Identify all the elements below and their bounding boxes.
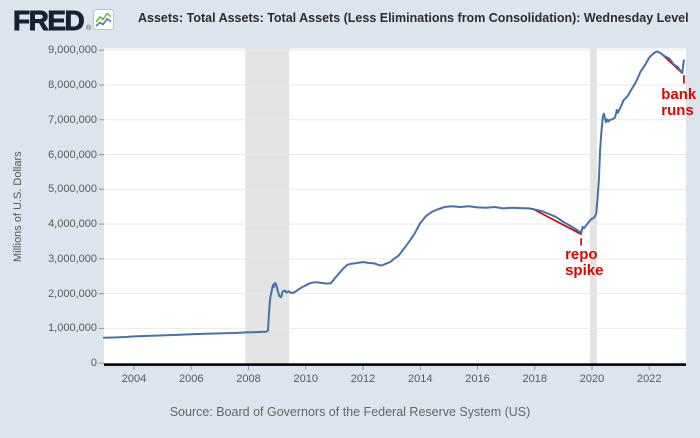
y-axis-tick-label: 7,000,000 — [48, 113, 97, 126]
x-axis-tick-label: 2014 — [408, 373, 433, 385]
x-axis-tick-label: 2006 — [179, 373, 204, 385]
y-axis-tick-label: 2,000,000 — [48, 287, 97, 300]
x-axis-line — [104, 363, 686, 366]
x-axis-tick-label: 2008 — [236, 373, 261, 385]
fred-logo[interactable]: FRED — [13, 5, 86, 37]
y-axis-tick-label: 8,000,000 — [48, 78, 97, 91]
y-axis-title: Millions of U.S. Dollars — [12, 151, 24, 263]
y-axis-tick-label: 0 — [90, 357, 97, 370]
chart-annotation-bank: bank runs — [661, 86, 697, 120]
data-series-line — [102, 50, 685, 339]
y-axis-tick-label: 1,000,000 — [48, 322, 97, 335]
legend-line-swatch — [118, 17, 131, 20]
x-axis-tick-label: 2004 — [121, 373, 147, 385]
plot-background — [104, 48, 686, 366]
x-axis-tick-label: 2020 — [579, 373, 605, 385]
y-axis-tick-label: 3,000,000 — [48, 252, 97, 265]
x-axis-tick-label: 2016 — [465, 373, 490, 385]
x-axis-tick-label: 2010 — [293, 373, 318, 385]
y-axis-tick-label: 6,000,000 — [48, 148, 97, 161]
x-axis-tick-label: 2022 — [637, 373, 662, 385]
registered-trademark: ® — [86, 25, 92, 32]
chart-annotation-repo: repo spike — [565, 246, 604, 280]
x-axis-tick-label: 2012 — [350, 373, 376, 385]
y-axis-tick-label: 5,000,000 — [48, 183, 97, 196]
x-axis-tick-label: 2018 — [522, 373, 547, 385]
y-axis-tick-label: 9,000,000 — [48, 44, 97, 57]
trend-line — [531, 207, 583, 236]
recession-band — [589, 48, 597, 366]
recession-band — [245, 48, 290, 366]
source-attribution: Source: Board of Governors of the Federa… — [169, 405, 531, 419]
fred-sparkline-icon — [93, 9, 114, 30]
y-axis-tick-label: 4,000,000 — [48, 218, 97, 231]
legend-series-label[interactable]: Assets: Total Assets: Total Assets (Less… — [138, 11, 689, 25]
